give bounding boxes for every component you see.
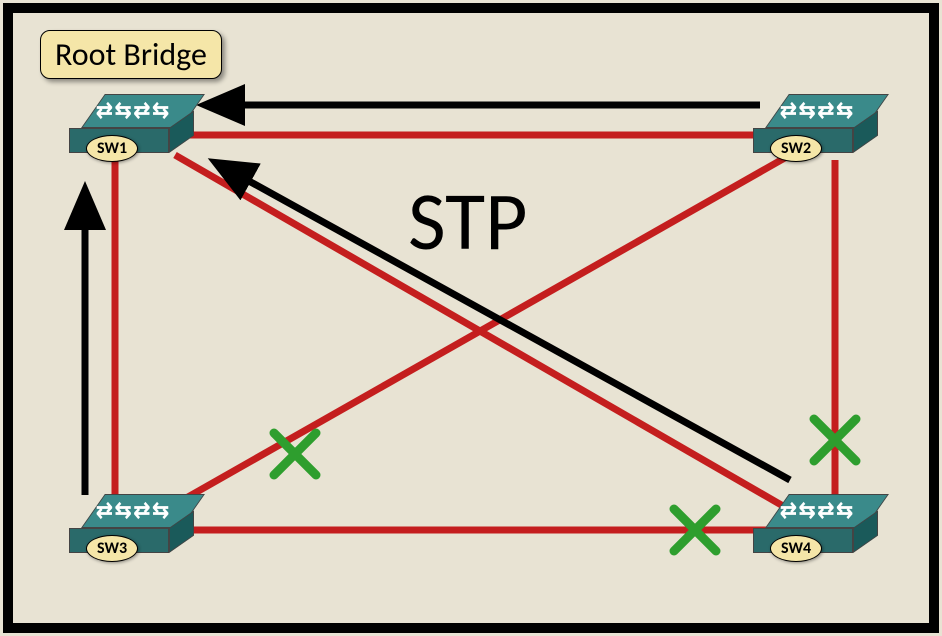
switch-label: SW1 [86, 135, 138, 162]
switch-sw1: ⇄⇆⇄⇆SW1 [78, 94, 198, 154]
switch-sw3: ⇄⇆⇄⇆SW3 [78, 494, 198, 554]
root-bridge-label: Root Bridge [40, 30, 222, 79]
switch-label: SW2 [770, 135, 822, 162]
diagram-title: STP [408, 172, 527, 272]
switch-sw2: ⇄⇆⇄⇆SW2 [762, 94, 882, 154]
switch-label: SW3 [86, 535, 138, 562]
switch-label: SW4 [770, 535, 822, 562]
switch-sw4: ⇄⇆⇄⇆SW4 [762, 494, 882, 554]
